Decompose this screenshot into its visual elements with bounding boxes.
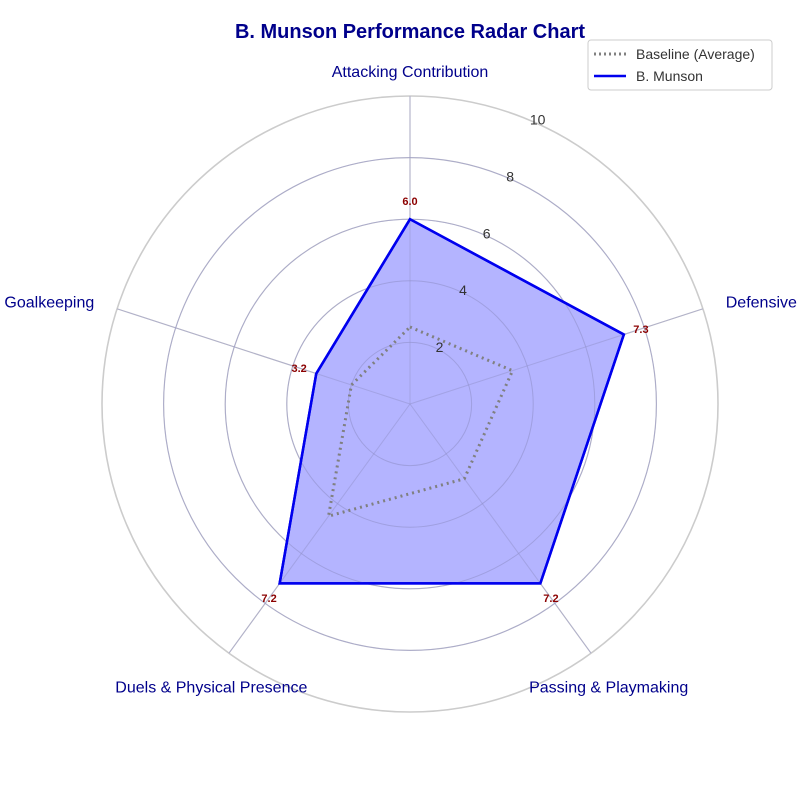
spoke-overlay-3 xyxy=(228,403,411,654)
axis-label-4: Discipline & Goalkeeping xyxy=(0,295,94,312)
grid-ring-overlay-2 xyxy=(347,341,473,467)
value-label-3: 7.2 xyxy=(261,593,276,605)
series-outline-munson xyxy=(278,217,626,585)
axis-label-0: Attacking Contribution xyxy=(332,64,489,81)
tick-label-4: 4 xyxy=(459,282,467,298)
radial-ticks: 2 4 6 8 10 xyxy=(436,111,546,355)
grid-ring-overlay-4 xyxy=(286,280,534,528)
radar-series xyxy=(116,96,704,654)
tick-label-10: 10 xyxy=(530,111,546,127)
series-outline-baseline xyxy=(326,325,515,519)
axis-label-2: Passing & Playmaking xyxy=(529,679,688,696)
spoke-overlay-1 xyxy=(409,308,704,405)
tick-label-2: 2 xyxy=(436,339,444,355)
legend-box xyxy=(587,39,773,91)
legend: Baseline (Average) B. Munson xyxy=(587,39,773,91)
spoke-overlay-4 xyxy=(116,308,411,405)
value-label-4: 3.2 xyxy=(291,363,306,375)
value-label-1: 7.3 xyxy=(633,324,648,336)
tick-label-8: 8 xyxy=(506,168,514,184)
axis-label-3: Duels & Physical Presence xyxy=(115,679,307,696)
legend-label-baseline: Baseline (Average) xyxy=(636,46,755,62)
legend-label-munson: B. Munson xyxy=(636,68,703,84)
chart-title: B. Munson Performance Radar Chart xyxy=(235,21,585,43)
value-labels: 6.0 7.3 7.2 7.2 3.2 xyxy=(261,196,648,605)
tick-label-6: 6 xyxy=(483,225,491,241)
value-label-2: 7.2 xyxy=(543,593,558,605)
spoke-overlay-2 xyxy=(409,403,592,654)
series-munson xyxy=(278,217,626,585)
axis-labels: Attacking Contribution Defensive Capabili… xyxy=(0,64,800,696)
value-label-0: 6.0 xyxy=(402,196,417,208)
axis-label-1: Defensive Capability xyxy=(726,295,800,312)
grid-ring-overlay-8 xyxy=(163,157,657,651)
